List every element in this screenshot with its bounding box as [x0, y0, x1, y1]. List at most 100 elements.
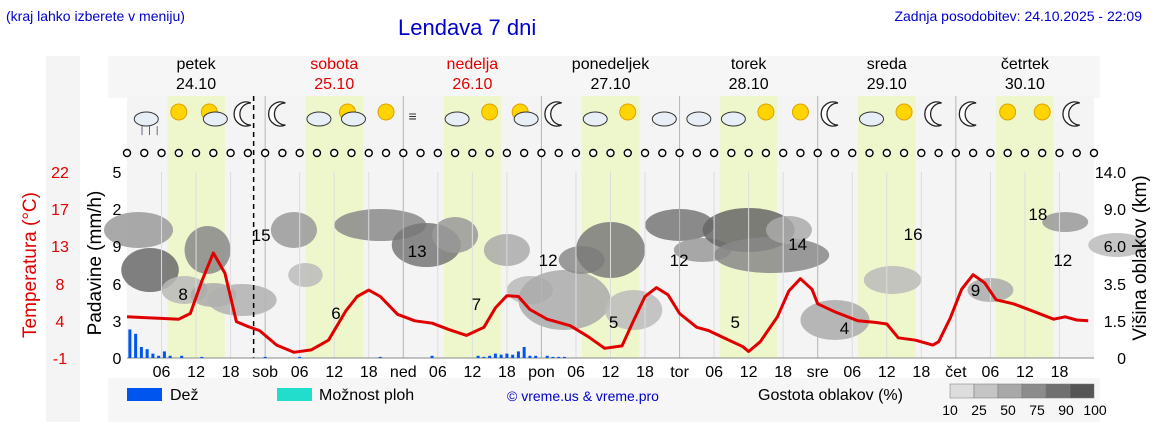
sun-cloud-icon — [338, 103, 366, 127]
rain-bar — [263, 356, 267, 358]
temperature-tick: -1 — [53, 351, 67, 368]
x-tick-label: 12 — [602, 364, 620, 381]
rain-bar — [298, 356, 302, 358]
x-tick-label: 18 — [498, 364, 516, 381]
cloud-icon — [686, 111, 712, 127]
temperature-label: 15 — [252, 226, 271, 245]
rain-bar — [516, 351, 520, 358]
temperature-label: 4 — [840, 319, 849, 338]
wind-calm-marker — [934, 148, 943, 158]
wind-calm-marker — [450, 148, 460, 158]
rain-bar — [562, 356, 566, 358]
x-tick-label: ned — [390, 364, 417, 381]
x-tick-label: 12 — [187, 364, 205, 381]
wind-calm-marker — [640, 148, 650, 158]
wind-calm-marker — [226, 148, 235, 158]
moon-icon — [924, 101, 942, 127]
temperature-label: 16 — [904, 225, 923, 244]
x-tick-label: sre — [807, 364, 829, 381]
temperature-label: 5 — [609, 313, 618, 332]
moon-icon — [958, 101, 977, 127]
day-date: 24.10 — [176, 76, 216, 93]
temperature-label: 12 — [670, 251, 689, 270]
wind-calm-marker — [1003, 148, 1012, 158]
wind-calm-marker — [623, 148, 632, 158]
wind-calm-marker — [209, 148, 218, 158]
moon-crescent — [1062, 101, 1080, 127]
wind-calm-marker — [295, 148, 304, 158]
rain-bar — [162, 351, 166, 358]
rain-swatch — [127, 388, 162, 401]
temperature-label: 5 — [731, 313, 740, 332]
cloud-density-swatch — [973, 383, 999, 399]
rain-bar — [551, 356, 555, 358]
x-tick-label: 06 — [705, 364, 723, 381]
region-hint: (kraj lahko izberete v meniju) — [6, 8, 185, 24]
x-tick-label: 18 — [912, 364, 930, 381]
temperature-label: 9 — [971, 281, 980, 300]
temperature-line — [126, 251, 1089, 354]
moon-icon — [544, 101, 562, 127]
precip-tick: 5 — [113, 165, 122, 182]
cloud-height-tick: 14.0 — [1095, 165, 1126, 182]
rain-bar — [545, 355, 549, 358]
wind-calm-marker — [951, 148, 961, 158]
x-tick-label: 06 — [429, 364, 447, 381]
wind-calm-marker — [589, 148, 598, 158]
rain-bar — [482, 356, 486, 358]
sun-icon — [895, 103, 913, 121]
rain-bar — [522, 347, 526, 358]
wind-calm-marker — [278, 148, 287, 158]
cloud-density-blob — [432, 217, 479, 253]
x-tick-label: 18 — [774, 364, 792, 381]
x-tick-label: 06 — [153, 364, 171, 381]
rain-bar — [157, 355, 161, 358]
wind-calm-marker — [1020, 148, 1030, 158]
wind-calm-marker — [1037, 148, 1047, 158]
storm-swatch — [277, 388, 312, 401]
cloud-density-swatch — [1045, 383, 1071, 399]
cloud-icon — [306, 111, 332, 127]
wind-calm-marker — [744, 148, 753, 158]
wind-calm-marker — [830, 148, 840, 158]
rain-bar — [139, 347, 143, 358]
day-date: 26.10 — [452, 76, 492, 93]
cloud-shape — [686, 111, 712, 127]
cloud-density-blob — [1088, 233, 1146, 257]
cloud-density-blob — [518, 270, 611, 330]
sun-icon — [481, 103, 499, 121]
wind-calm-marker — [882, 148, 891, 158]
sun-icon — [1033, 103, 1051, 121]
cloud-shape — [720, 111, 746, 127]
moon-icon — [820, 101, 839, 127]
x-tick-label: 18 — [1051, 364, 1069, 381]
x-tick-label: 12 — [325, 364, 343, 381]
cloud-density-tick: 25 — [971, 402, 987, 418]
rain-bar — [200, 356, 204, 358]
x-tick-label: 18 — [636, 364, 654, 381]
day-date: 29.10 — [867, 76, 907, 93]
cloud-shape — [202, 111, 228, 127]
cloud-density-tick: 75 — [1029, 402, 1045, 418]
cloud-shape — [133, 111, 159, 127]
sun-disc — [170, 103, 188, 121]
x-tick-label: 18 — [222, 364, 240, 381]
moon-icon — [233, 101, 252, 127]
cloud-height-tick: 0 — [1117, 351, 1126, 368]
rain-bar — [180, 355, 184, 358]
cloud-density-tick: 50 — [1000, 402, 1016, 418]
day-header-panel — [108, 56, 1100, 98]
moon-icon — [1062, 101, 1080, 127]
cloud-shape — [582, 111, 608, 127]
cloud-height-tick: 3.5 — [1104, 277, 1126, 294]
x-tick-label: 06 — [843, 364, 861, 381]
day-name: ponedeljek — [572, 56, 650, 73]
moon-icon — [268, 101, 286, 127]
legend-panel — [108, 378, 1100, 422]
cloud-height-axis-label: Višina oblakov (km) — [1130, 175, 1151, 340]
x-tick-label: 06 — [291, 364, 309, 381]
precip-tick: 6 — [113, 277, 122, 294]
wind-calm-marker — [519, 148, 529, 158]
temperature-label: 7 — [472, 295, 481, 314]
